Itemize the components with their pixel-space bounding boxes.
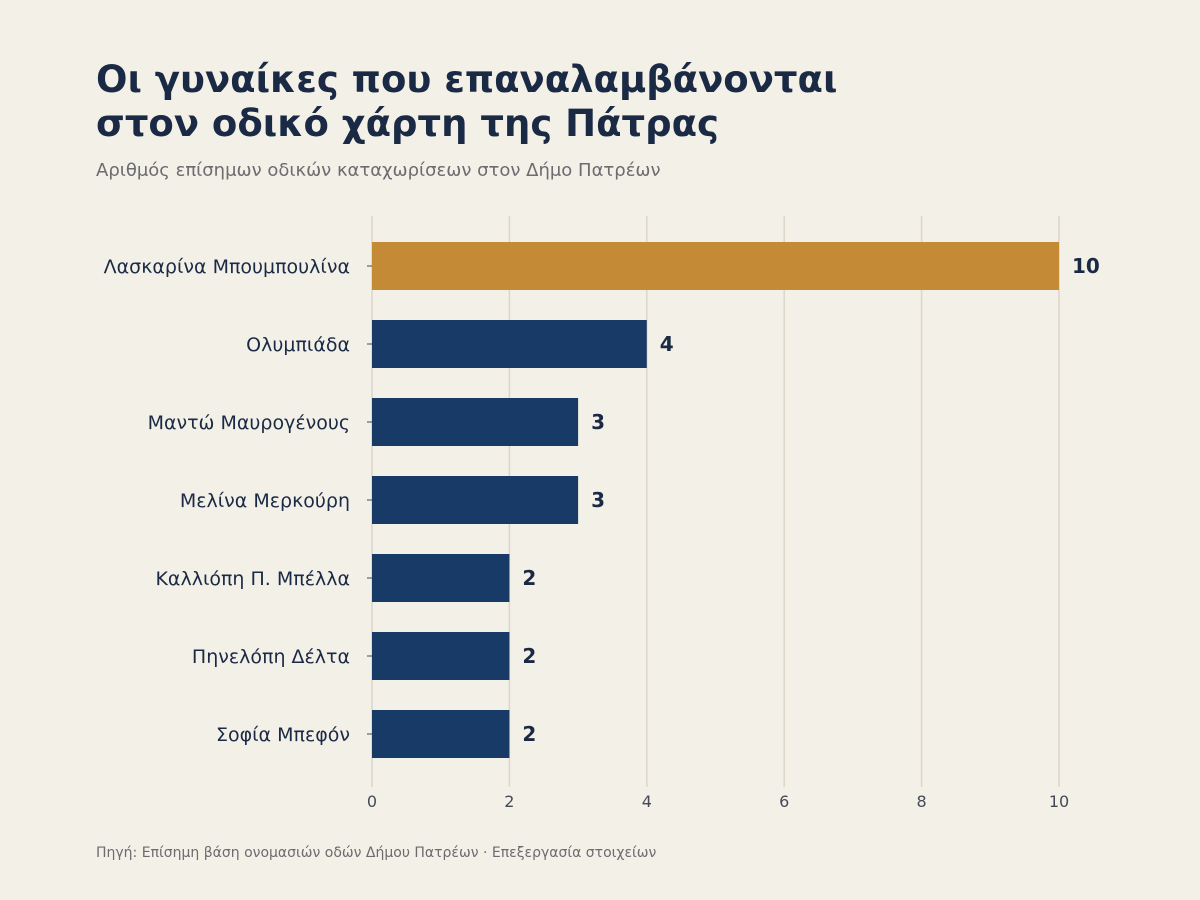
category-label: Ολυμπιάδα bbox=[246, 334, 350, 356]
x-tick-label: 8 bbox=[917, 792, 927, 811]
data-label: 10 bbox=[1072, 254, 1100, 278]
category-label: Μελίνα Μερκούρη bbox=[180, 490, 350, 512]
chart-title-line-1: Οι γυναίκες που επαναλαμβάνονται bbox=[96, 58, 838, 101]
bar bbox=[372, 554, 510, 602]
category-label: Λασκαρίνα Μπουμπουλίνα bbox=[104, 256, 350, 278]
category-label: Σοφία Μπεφόν bbox=[216, 724, 350, 746]
bar bbox=[372, 398, 579, 446]
x-tick-label: 10 bbox=[1049, 792, 1069, 811]
category-label: Καλλιόπη Π. Μπέλλα bbox=[155, 568, 350, 590]
data-label: 2 bbox=[522, 722, 536, 746]
data-label: 2 bbox=[522, 566, 536, 590]
bar bbox=[372, 320, 647, 368]
x-tick-label: 6 bbox=[779, 792, 789, 811]
bar bbox=[372, 476, 579, 524]
data-label: 2 bbox=[522, 644, 536, 668]
chart-title-line-2: στον οδικό χάρτη της Πάτρας bbox=[96, 102, 719, 145]
chart-title: Οι γυναίκες που επαναλαμβάνονται στον οδ… bbox=[96, 58, 1096, 146]
bar bbox=[372, 242, 1059, 290]
source-note: Πηγή: Επίσημη βάση ονομασιών οδών Δήμου … bbox=[96, 845, 657, 861]
data-label: 4 bbox=[660, 332, 674, 356]
category-label: Μαντώ Μαυρογένους bbox=[148, 412, 350, 434]
x-tick-label: 0 bbox=[367, 792, 377, 811]
data-label: 3 bbox=[591, 410, 605, 434]
category-label: Πηνελόπη Δέλτα bbox=[192, 646, 350, 668]
bar bbox=[372, 710, 510, 758]
chart-subtitle: Αριθμός επίσημων οδικών καταχωρίσεων στο… bbox=[96, 160, 661, 181]
data-label: 3 bbox=[591, 488, 605, 512]
x-tick-label: 2 bbox=[504, 792, 514, 811]
bar bbox=[372, 632, 510, 680]
x-tick-label: 4 bbox=[642, 792, 652, 811]
